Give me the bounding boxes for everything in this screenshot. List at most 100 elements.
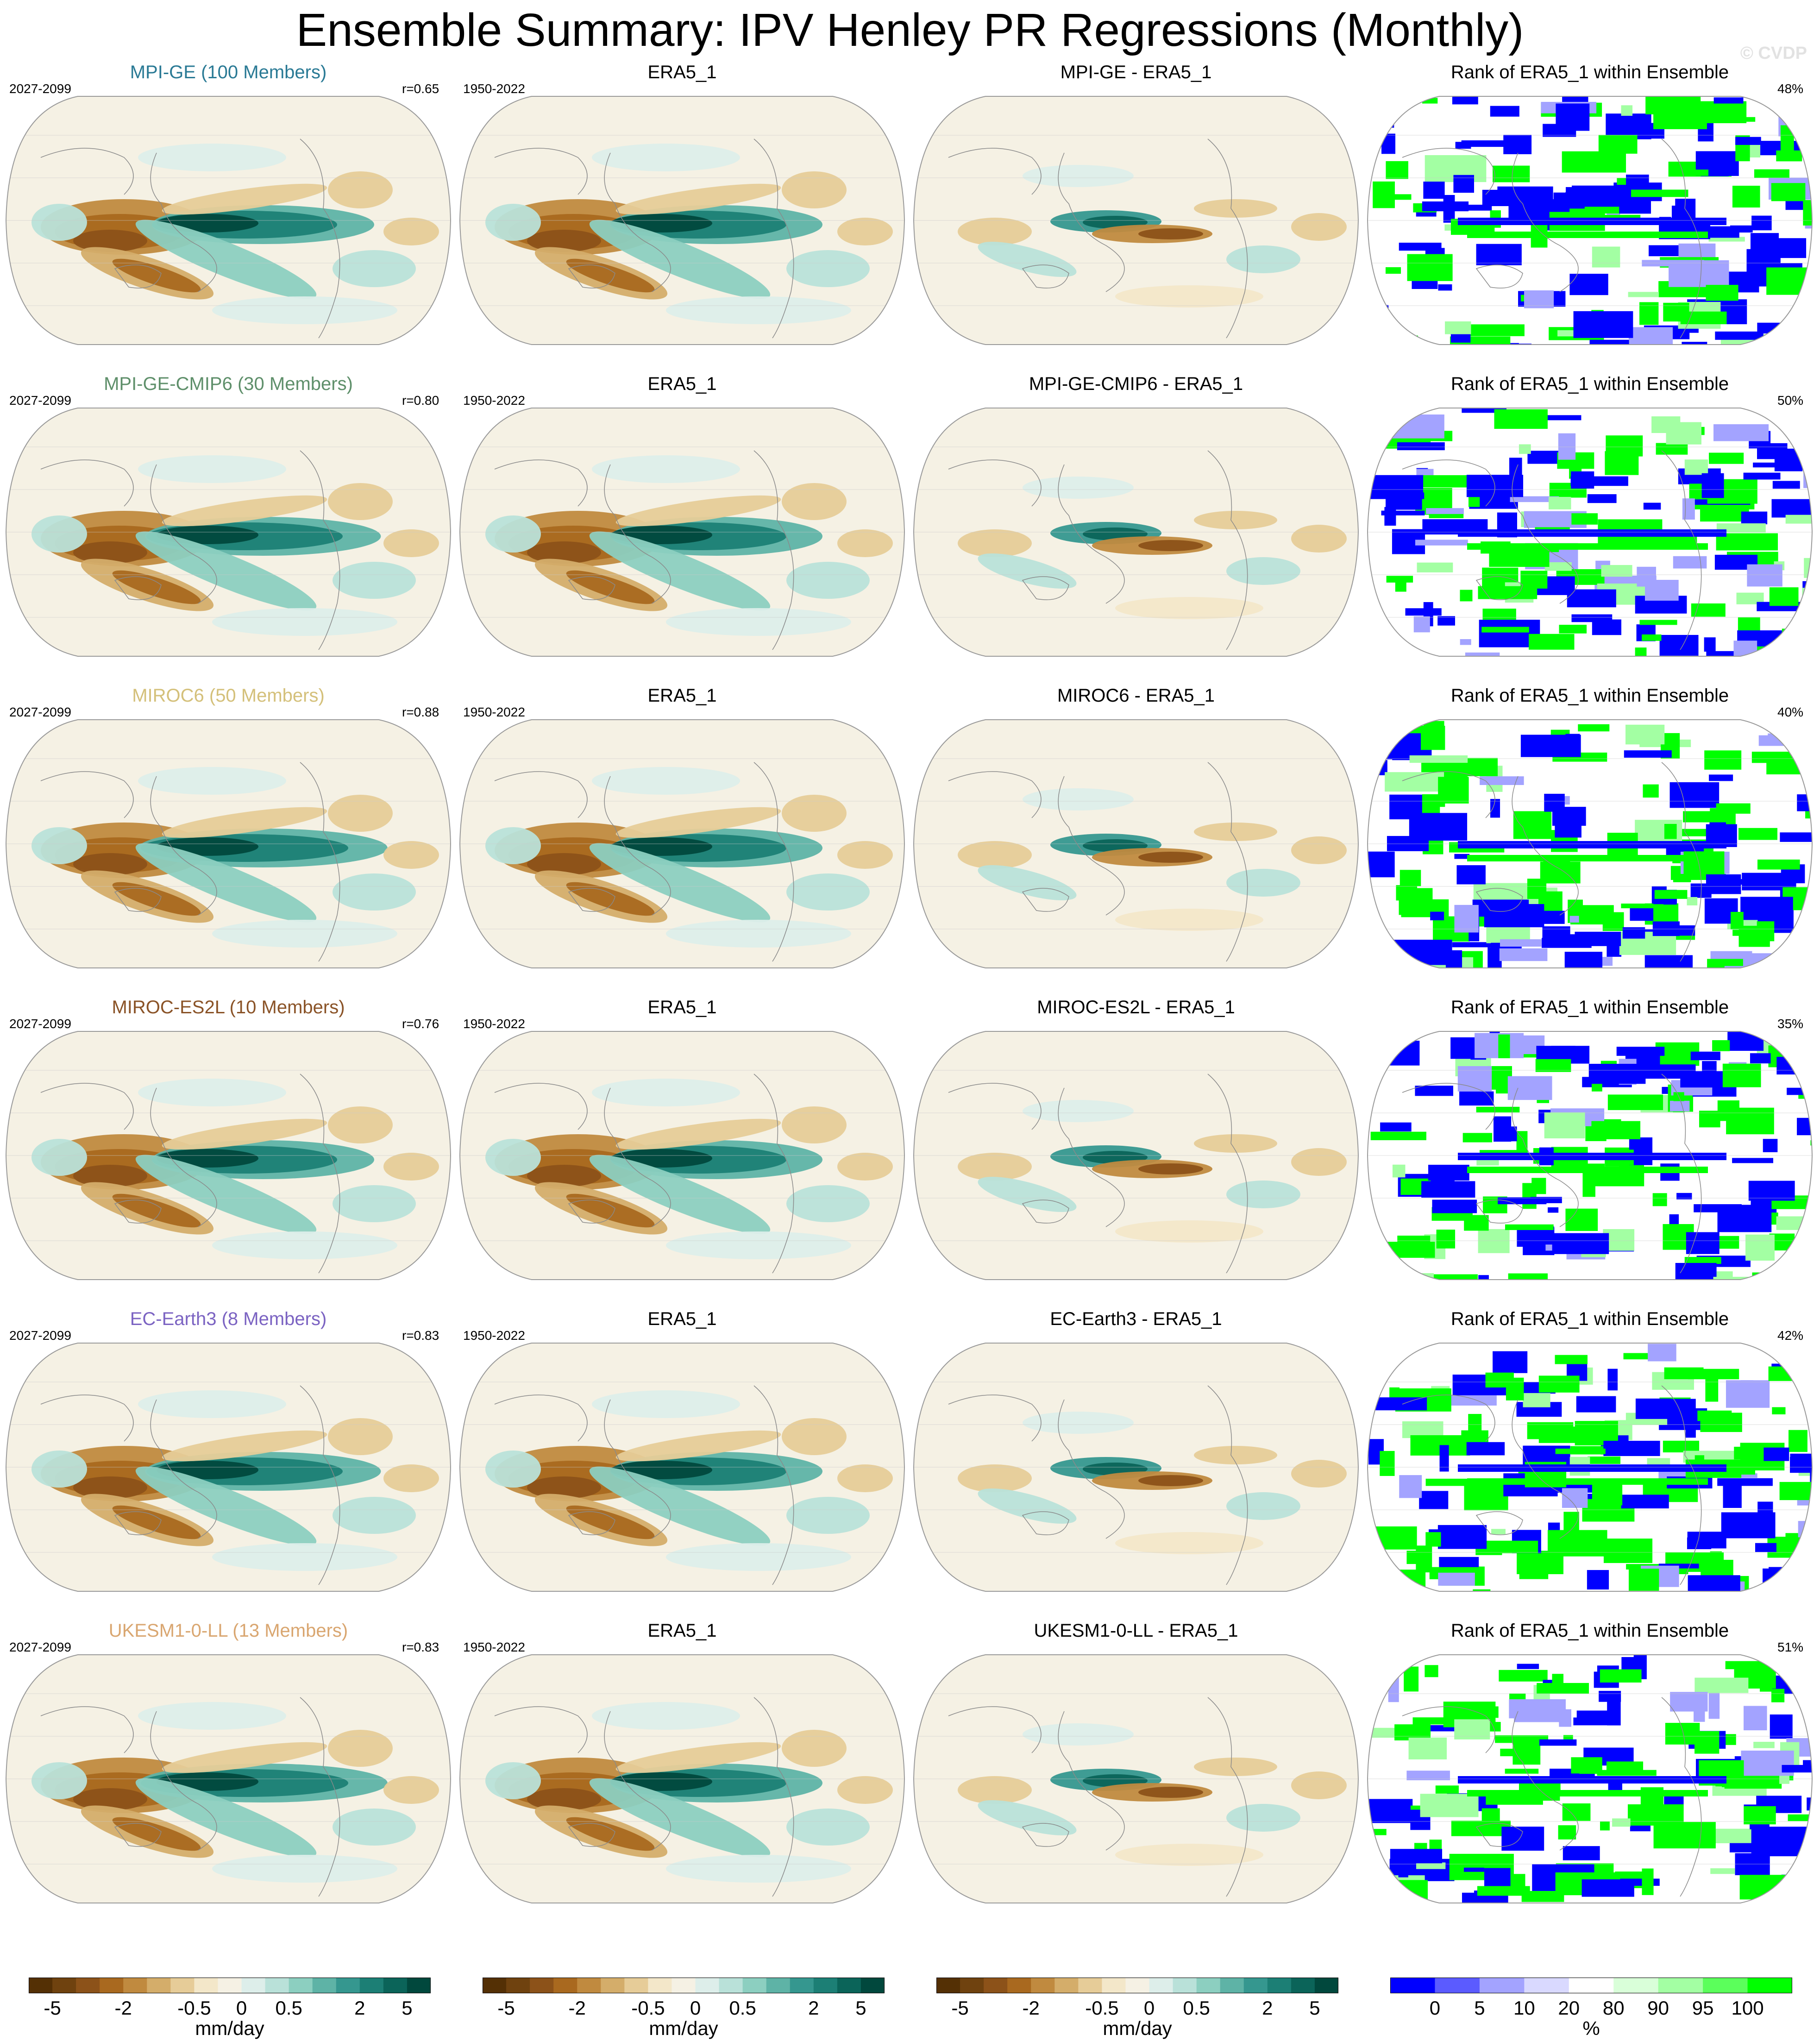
colorbar-unit-label: mm/day bbox=[195, 2017, 264, 2039]
rank-cell bbox=[1499, 948, 1548, 961]
colorbar-swatch bbox=[860, 1978, 885, 1993]
rank-cell bbox=[1637, 566, 1656, 587]
rank-cell bbox=[1408, 1737, 1447, 1760]
colorbar-swatch bbox=[984, 1978, 1008, 1993]
rank-cell bbox=[1503, 135, 1532, 154]
rank-cell bbox=[1478, 1275, 1489, 1280]
rank-cell bbox=[1790, 1558, 1812, 1570]
contour-region bbox=[1115, 1844, 1263, 1866]
contour-region bbox=[527, 1165, 601, 1187]
rank-cell bbox=[1466, 205, 1492, 211]
rank-cell bbox=[1745, 967, 1763, 968]
colorbar-tick-label: 5 bbox=[855, 1997, 866, 2019]
colorbar-swatch bbox=[1149, 1978, 1174, 1993]
colorbar-tick-label: -2 bbox=[114, 1997, 132, 2019]
rank-cell bbox=[1510, 496, 1559, 502]
rank-cell bbox=[1662, 1399, 1696, 1417]
rank-cell bbox=[1780, 832, 1812, 842]
rank-cell bbox=[1368, 851, 1395, 878]
contour-region bbox=[786, 1809, 870, 1846]
rank-cell bbox=[1524, 290, 1554, 308]
rank-cell bbox=[1499, 1670, 1548, 1682]
contour-region bbox=[1023, 477, 1134, 499]
rank-cell bbox=[1757, 1501, 1773, 1520]
rank-cell bbox=[1550, 729, 1570, 735]
colorbar-tick-label: 0.5 bbox=[275, 1997, 302, 2019]
rank-cell bbox=[1764, 1447, 1789, 1461]
rank-cell bbox=[1473, 883, 1528, 902]
rank-cell bbox=[1476, 244, 1522, 265]
rank-cell bbox=[1602, 912, 1624, 931]
contour-region bbox=[112, 1193, 201, 1228]
colorbar-swatch bbox=[1613, 1978, 1659, 1993]
rank-cell bbox=[1726, 1380, 1770, 1408]
contour-region bbox=[135, 1778, 317, 1858]
contour-region bbox=[837, 218, 893, 245]
rank-cell bbox=[1481, 1540, 1538, 1553]
contour-region bbox=[212, 608, 397, 636]
rank-cell bbox=[1500, 939, 1542, 947]
contour-region bbox=[958, 1464, 1032, 1492]
colorbar-swatch bbox=[241, 1978, 266, 1993]
rank-cell bbox=[1771, 499, 1812, 518]
rank-cell bbox=[1755, 1543, 1776, 1552]
rank-cell bbox=[1481, 627, 1529, 633]
rank-cell bbox=[1374, 1397, 1427, 1411]
contour-region bbox=[1138, 228, 1203, 239]
contour-region bbox=[73, 1165, 147, 1187]
obs-years-label: 1950-2022 bbox=[463, 82, 525, 96]
rank-cell bbox=[1433, 266, 1446, 280]
coastlines bbox=[40, 1385, 340, 1585]
diff-map bbox=[913, 719, 1359, 968]
rank-cell bbox=[1422, 201, 1469, 212]
rank-cell bbox=[1610, 346, 1660, 348]
rank-cell bbox=[1425, 1665, 1438, 1677]
contour-region bbox=[73, 230, 147, 252]
colorbar-swatch bbox=[719, 1978, 743, 1993]
rank-cell bbox=[1688, 1369, 1739, 1380]
obs-panel-title: ERA5_1 bbox=[647, 1620, 717, 1641]
colorbar-swatch bbox=[100, 1978, 124, 1993]
contour-region bbox=[589, 531, 771, 611]
rank-cell bbox=[1587, 494, 1617, 503]
contour-region bbox=[527, 1476, 601, 1499]
rank-percent: 48% bbox=[1777, 82, 1804, 96]
contour-region bbox=[615, 807, 781, 838]
pattern-correlation: r=0.65 bbox=[402, 82, 439, 96]
colorbar-tick-label: 0 bbox=[236, 1997, 247, 2019]
contour-region bbox=[138, 144, 286, 171]
contour-region bbox=[592, 144, 740, 171]
rank-cell bbox=[1385, 772, 1444, 792]
rank-cell bbox=[1790, 1457, 1812, 1473]
rank-cell bbox=[1469, 969, 1504, 972]
rank-cell bbox=[1787, 1087, 1812, 1095]
rank-cell bbox=[1625, 724, 1665, 745]
contour-region bbox=[162, 1430, 327, 1462]
rank-cell bbox=[1399, 243, 1442, 251]
rank-cell bbox=[1370, 1829, 1387, 1835]
rank-cell bbox=[1669, 782, 1720, 808]
rank-cell bbox=[1726, 1107, 1774, 1135]
colorbar-swatch bbox=[76, 1978, 100, 1993]
rank-cell bbox=[1757, 860, 1800, 870]
rank-cell bbox=[1600, 1669, 1642, 1683]
model-map bbox=[5, 1031, 452, 1280]
contour-region bbox=[589, 843, 771, 923]
rank-cell bbox=[1406, 1771, 1450, 1781]
rank-cell bbox=[1673, 877, 1691, 882]
coastlines bbox=[948, 138, 1248, 339]
rank-cell bbox=[1417, 562, 1453, 572]
contour-region bbox=[1194, 511, 1277, 529]
rank-cell bbox=[1690, 1051, 1720, 1061]
contour-region bbox=[592, 767, 740, 795]
colorbar-swatch bbox=[1031, 1978, 1055, 1993]
rank-cell bbox=[1727, 1032, 1764, 1051]
colorbar bbox=[483, 1978, 885, 1993]
rank-percent: 40% bbox=[1777, 705, 1804, 719]
rank-cell bbox=[1779, 948, 1812, 955]
contour-region bbox=[615, 1430, 781, 1462]
contour-region bbox=[1023, 788, 1134, 810]
rank-cell bbox=[1508, 1273, 1548, 1280]
contour-region bbox=[592, 1079, 740, 1106]
contour-region bbox=[786, 1497, 870, 1534]
